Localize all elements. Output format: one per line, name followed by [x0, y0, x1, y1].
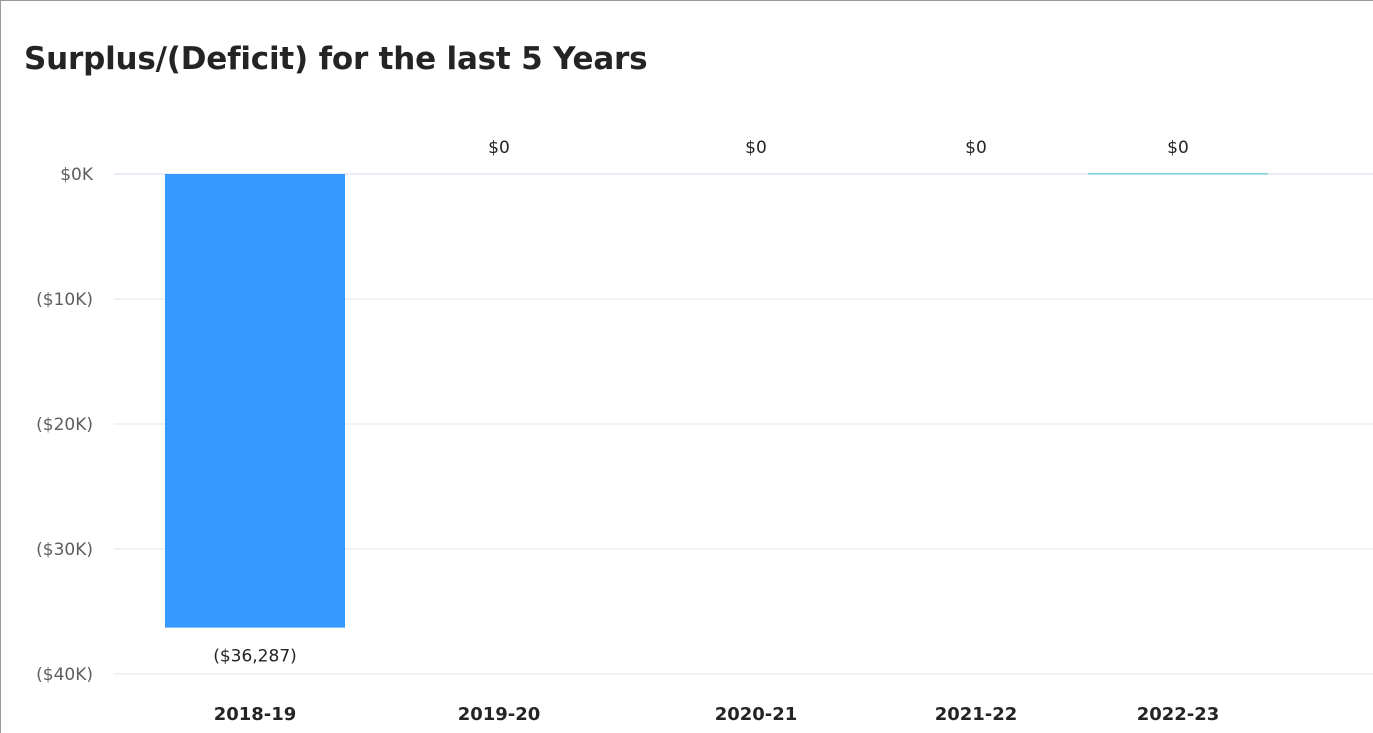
bar — [666, 173, 846, 175]
data-label: $0 — [488, 138, 510, 158]
x-tick-label: 2021-22 — [935, 704, 1018, 725]
y-tick-label: ($10K) — [36, 290, 93, 310]
data-label: $0 — [965, 138, 987, 158]
x-tick-label: 2020-21 — [715, 704, 798, 725]
bar — [1088, 173, 1268, 175]
y-tick-label: $0K — [60, 165, 94, 185]
data-label: $0 — [745, 138, 767, 158]
data-label: ($36,287) — [213, 647, 297, 667]
chart-title: Surplus/(Deficit) for the last 5 Years — [24, 41, 648, 77]
bar — [886, 173, 1066, 175]
bar — [165, 174, 345, 628]
x-tick-label: 2019-20 — [458, 704, 541, 725]
data-label: $0 — [1167, 138, 1189, 158]
y-tick-label: ($20K) — [36, 415, 93, 435]
x-tick-label: 2018-19 — [214, 704, 297, 725]
y-tick-label: ($40K) — [36, 665, 93, 685]
bar — [409, 173, 589, 175]
y-tick-label: ($30K) — [36, 540, 93, 560]
x-tick-label: 2022-23 — [1137, 704, 1220, 725]
